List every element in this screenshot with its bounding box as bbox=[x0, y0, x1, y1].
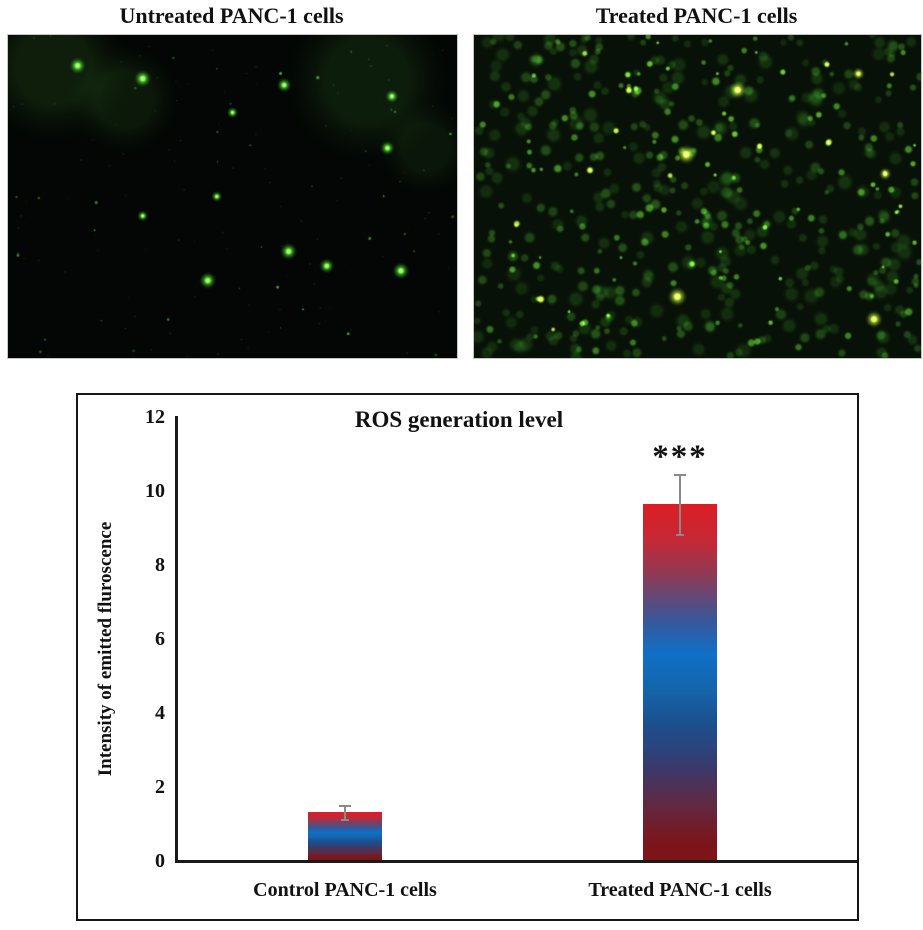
y-tick-8: 8 bbox=[155, 554, 165, 576]
y-tick-10: 10 bbox=[145, 480, 165, 502]
x-category-label: Treated PANC-1 cells bbox=[588, 879, 772, 901]
error-bar-cap bbox=[341, 818, 349, 821]
y-tick-12: 12 bbox=[145, 406, 165, 428]
untreated-panel-title: Untreated PANC-1 cells bbox=[119, 3, 344, 28]
y-tick-4: 4 bbox=[155, 702, 165, 724]
error-bar bbox=[679, 474, 681, 534]
y-tick-6: 6 bbox=[155, 628, 165, 650]
ros-bar-chart: ROS generation level Intensity of emitte… bbox=[76, 393, 859, 921]
untreated-micrograph bbox=[7, 34, 458, 359]
error-bar-cap bbox=[676, 533, 684, 536]
bar-treated bbox=[643, 504, 717, 860]
significance-stars: *** bbox=[652, 439, 708, 476]
y-tick-0: 0 bbox=[155, 850, 165, 872]
treated-panel-title: Treated PANC-1 cells bbox=[595, 3, 798, 28]
treated-micrograph bbox=[473, 34, 922, 359]
chart-title: ROS generation level bbox=[354, 407, 564, 432]
x-category-label: Control PANC-1 cells bbox=[253, 879, 437, 901]
y-tick-2: 2 bbox=[155, 776, 165, 798]
x-axis-line bbox=[175, 860, 857, 863]
y-axis-line bbox=[175, 416, 178, 863]
error-bar bbox=[344, 805, 346, 819]
error-bar-cap bbox=[674, 474, 686, 477]
error-bar-cap bbox=[339, 805, 351, 808]
